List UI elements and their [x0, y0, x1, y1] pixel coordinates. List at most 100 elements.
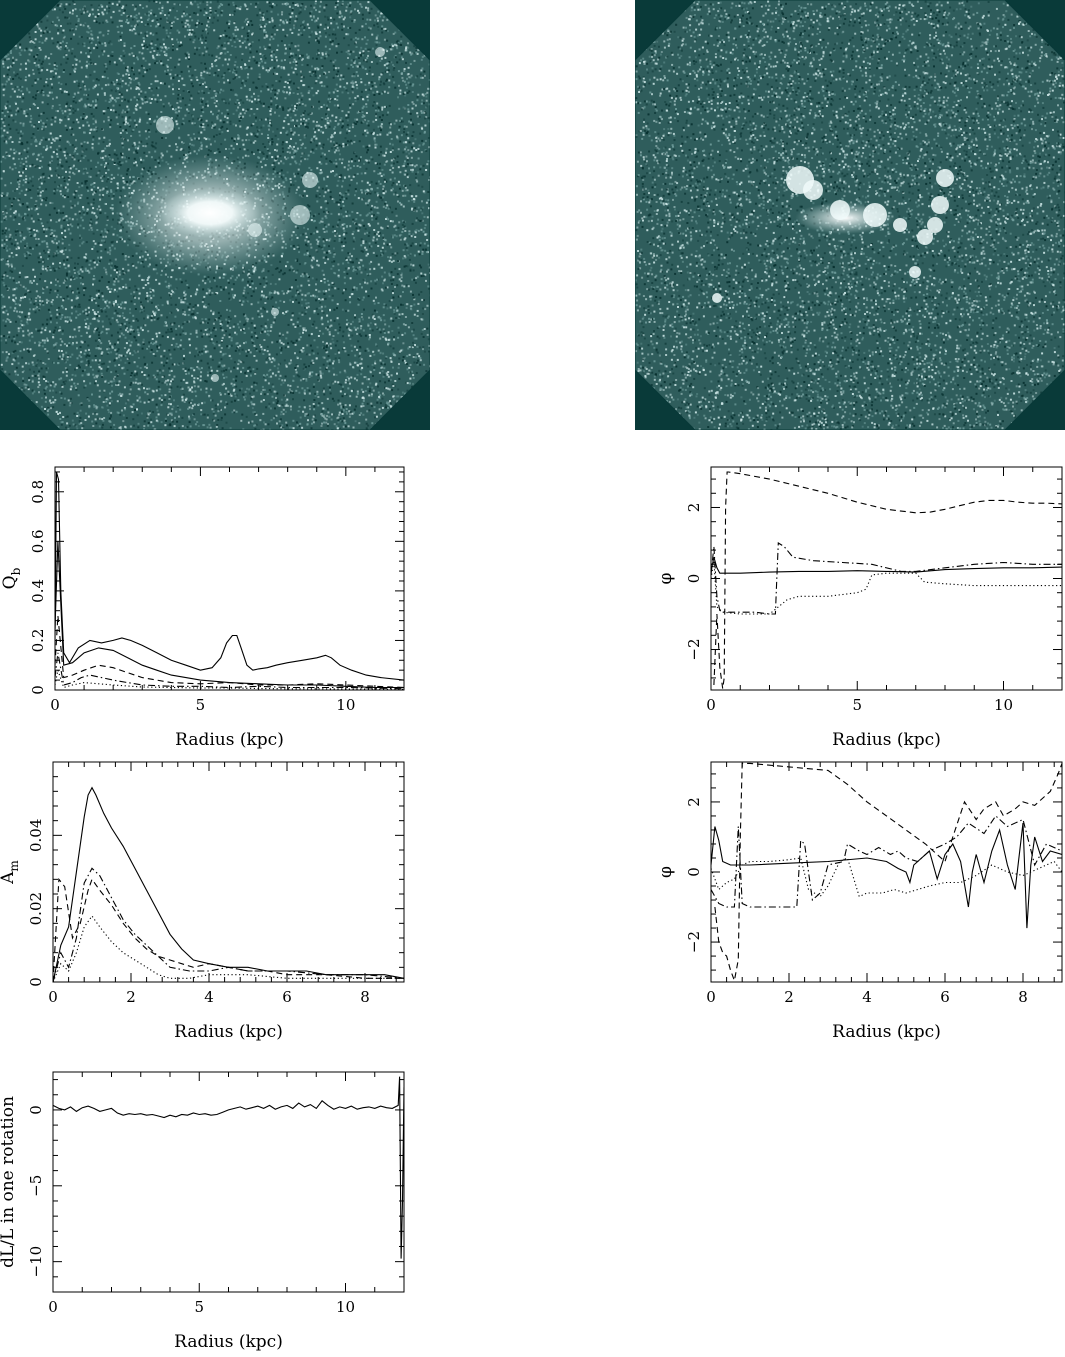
x-tick-label: 10	[336, 696, 355, 714]
x-tick-label: 5	[852, 696, 862, 714]
series-dashdot-line	[55, 652, 404, 690]
arm-knot	[927, 217, 943, 233]
x-axis-label: Radius (kpc)	[175, 730, 284, 750]
galaxy-bar	[160, 188, 260, 238]
y-tick-label: 0	[27, 1105, 45, 1115]
x-axis-label: Radius (kpc)	[174, 1022, 283, 1042]
y-tick-label: −5	[27, 1175, 45, 1197]
series-dotted-line	[53, 915, 404, 982]
phi-bottom-plot: 0 2 4 6 8 −2 0 2 Radius (kpc) φ	[656, 761, 1063, 1042]
phi-top-plot: 0 5 10 −2 0 2 Radius (kpc) φ	[656, 466, 1063, 750]
x-tick-label: 0	[706, 696, 716, 714]
qb-plot: 0 5 10 0 0.2 0.4 0.6 0.8 Radius (kpc) Qb	[0, 466, 405, 750]
x-tick-label: 10	[336, 1298, 355, 1316]
y-tick-label: 0.8	[29, 480, 47, 504]
dl-plot: 0 5 10 −10 −5 0 Radius (kpc) dL/L in one rotati…	[0, 1071, 405, 1352]
x-axis-label: Radius (kpc)	[832, 730, 941, 750]
y-tick-label: 0	[685, 574, 703, 584]
galaxy-image-right	[635, 0, 1065, 430]
knot	[375, 47, 385, 57]
am-plot: 0 2 4 6 8 0 0.02 0.04 Radius (kpc) Am	[0, 761, 405, 1042]
y-tick-label: 0	[29, 685, 47, 695]
arm-knot	[863, 203, 887, 227]
series-dashdot-line	[53, 867, 404, 982]
y-axis-label: φ	[656, 866, 676, 878]
x-tick-label: 2	[126, 988, 136, 1006]
y-axis-label: Qb	[0, 567, 23, 589]
knot	[156, 116, 174, 134]
x-tick-label: 10	[994, 696, 1013, 714]
image-border	[0, 0, 430, 430]
plot-frame	[54, 466, 405, 691]
plot-frame	[52, 1071, 405, 1293]
knot	[302, 172, 318, 188]
x-tick-label: 0	[48, 988, 58, 1006]
x-tick-label: 8	[360, 988, 370, 1006]
x-axis-label: Radius (kpc)	[832, 1022, 941, 1042]
arm-knot	[712, 293, 722, 303]
y-tick-label: 0.02	[27, 892, 45, 925]
series-dotted-line	[711, 857, 1062, 898]
arm-knot	[803, 180, 823, 200]
series-solid-line	[53, 1076, 404, 1259]
x-tick-label: 6	[282, 988, 292, 1006]
series-dashed-line	[713, 471, 1062, 689]
arm-knot	[936, 169, 954, 187]
x-tick-label: 4	[204, 988, 214, 1006]
y-tick-label: 2	[685, 797, 703, 807]
y-axis-label: dL/L in one rotation	[0, 1096, 18, 1268]
image-border	[635, 0, 1065, 430]
plot-frame	[710, 466, 1063, 691]
x-axis-label: Radius (kpc)	[174, 1332, 283, 1352]
series-dashdot-line	[711, 815, 1062, 908]
y-axis-label: Am	[0, 860, 21, 885]
knot	[248, 223, 262, 237]
x-tick-label: 2	[784, 988, 794, 1006]
series-dotted-line	[55, 668, 404, 690]
y-tick-label: 0	[685, 867, 703, 877]
y-tick-label: 0	[27, 977, 45, 987]
arm-knot	[893, 218, 907, 232]
knot	[211, 374, 219, 382]
y-tick-label: 0.6	[29, 529, 47, 553]
arm-knot	[909, 266, 921, 278]
series-dashed-line	[55, 615, 404, 689]
series-solid-line	[53, 786, 404, 982]
y-tick-label: −10	[27, 1246, 45, 1278]
knot	[271, 308, 279, 316]
y-tick-label: −2	[685, 638, 703, 660]
y-axis-label: φ	[656, 572, 676, 584]
arm-knot	[830, 200, 850, 220]
series-dashed-line	[714, 762, 1062, 982]
arm-knot	[931, 196, 949, 214]
series-solid-line	[711, 822, 1062, 929]
x-tick-label: 0	[48, 1298, 58, 1316]
series-dashdot-line	[711, 542, 1062, 615]
y-tick-label: 0.04	[27, 819, 45, 852]
series-solid-line	[55, 471, 404, 681]
galaxy-disc	[0, 0, 430, 430]
series-dotted-line	[711, 560, 1062, 615]
knot	[290, 205, 310, 225]
x-tick-label: 8	[1018, 988, 1028, 1006]
galaxy-field	[635, 0, 1065, 430]
galaxy-image-left	[0, 0, 430, 430]
arm-knot	[917, 229, 933, 245]
x-tick-label: 0	[50, 696, 60, 714]
x-tick-label: 0	[706, 988, 716, 1006]
y-tick-label: 0.2	[29, 629, 47, 653]
series-solid-line	[711, 557, 1062, 574]
x-tick-label: 6	[940, 988, 950, 1006]
x-tick-label: 5	[196, 696, 206, 714]
plot-frame	[52, 761, 405, 983]
y-tick-label: 2	[685, 503, 703, 513]
galaxy-field	[0, 0, 430, 430]
x-tick-label: 5	[194, 1298, 204, 1316]
x-tick-label: 4	[862, 988, 872, 1006]
y-tick-label: 0.4	[29, 579, 47, 603]
series-dashed-line	[53, 877, 404, 982]
galaxy-disc	[635, 0, 1065, 430]
series-solid-line	[55, 541, 404, 689]
y-tick-label: −2	[685, 931, 703, 953]
